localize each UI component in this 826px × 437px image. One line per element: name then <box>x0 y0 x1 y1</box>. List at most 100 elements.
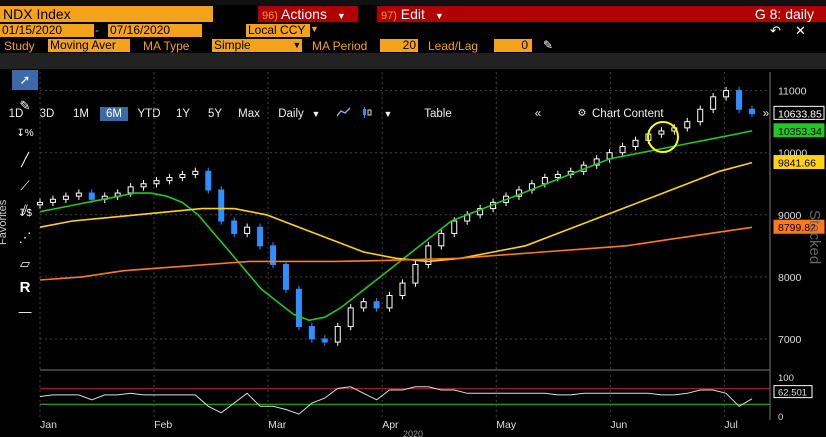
security-field[interactable]: NDX Index <box>0 6 213 22</box>
header-bar: NDX Index 96) Actions ▼ 97) Edit ▼ G 8: … <box>0 5 826 23</box>
table-button[interactable]: Table <box>424 108 452 120</box>
chart-title-bar: G 8: daily <box>457 6 826 22</box>
candle-body <box>632 139 639 148</box>
actions-button[interactable]: 96) Actions ▼ <box>258 6 358 22</box>
lead-lag-input[interactable]: 0 <box>494 39 532 52</box>
chart-marks <box>37 86 755 346</box>
chevron-down-icon[interactable]: ▼ <box>310 24 319 34</box>
pointer-icon[interactable]: ➚ <box>12 70 38 90</box>
candle-body <box>593 158 600 166</box>
range-3d[interactable]: 3D <box>39 108 55 120</box>
candle-body <box>295 288 302 328</box>
line-chart-icon[interactable] <box>335 107 353 121</box>
x-tick-label: May <box>496 419 517 431</box>
range-1d[interactable]: 1D <box>8 108 24 120</box>
date-separator: - <box>95 23 99 37</box>
pencil-icon[interactable]: ✎ <box>543 38 554 52</box>
candle-body <box>749 108 755 115</box>
candle-body <box>477 208 484 216</box>
pen-icon[interactable]: ✎ <box>19 98 31 113</box>
range-max[interactable]: Max <box>238 108 260 120</box>
undo-icon[interactable]: ↶ <box>770 23 781 38</box>
currency-value: Local CCY <box>248 23 306 37</box>
x-axis: Jan Feb Mar Apr May Jun Jul <box>40 419 738 431</box>
actions-label: Actions <box>281 6 327 22</box>
series-line-2 <box>39 161 753 263</box>
price-tag-value: 8799.82 <box>778 222 816 234</box>
candle-body <box>270 245 277 265</box>
edit-button[interactable]: 97) Edit ▼ <box>377 6 457 22</box>
candle-body <box>658 130 665 135</box>
ma-period-label: MA Period <box>312 39 368 53</box>
edit-label: Edit <box>400 6 425 22</box>
study-value: Moving Aver <box>50 38 116 52</box>
x-tick-label: Jul <box>724 419 737 431</box>
frequency-select[interactable]: Daily <box>278 108 304 120</box>
candle-body <box>166 177 173 182</box>
band-icon[interactable]: ▱ <box>20 256 30 271</box>
trendline-icon[interactable]: ╱ <box>21 152 29 167</box>
currency-select[interactable]: Local CCY <box>246 24 310 37</box>
highlight-circle <box>647 121 679 153</box>
candle-body <box>438 232 445 247</box>
candle-body <box>308 326 315 340</box>
ray-icon[interactable]: ⟋ <box>20 178 30 193</box>
candle-body <box>736 90 743 110</box>
candle-body <box>386 295 393 309</box>
candle-body <box>75 192 82 197</box>
edit-number: 97) <box>381 10 397 22</box>
range-5y[interactable]: 5Y <box>207 108 223 120</box>
lead-lag-value: 0 <box>521 38 528 52</box>
candle-body <box>218 189 225 222</box>
x-tick-label: Apr <box>382 419 399 431</box>
chart-grid <box>39 72 771 420</box>
candle-body <box>412 263 419 284</box>
end-date-field[interactable]: 07/16/2020 <box>108 24 202 37</box>
start-date: 01/15/2020 <box>2 23 63 37</box>
text-annotation-icon[interactable]: R <box>19 279 31 296</box>
fibonacci-icon[interactable]: ⋰ <box>18 230 32 245</box>
oscillator-line <box>39 386 753 415</box>
chart-toolbar: 1D 3D 1M 6M YTD 1Y 5Y Max Daily ▼ ▼ Tabl… <box>0 53 826 121</box>
range-1m[interactable]: 1M <box>73 108 89 120</box>
ma-period-input[interactable]: 20 <box>380 39 418 52</box>
chevron-down-icon[interactable]: ▼ <box>383 109 393 119</box>
chevron-down-icon[interactable]: ▼ <box>292 39 302 52</box>
price-change-icon[interactable]: ↧$ <box>18 208 32 219</box>
top-strip <box>0 0 826 5</box>
range-1y[interactable]: 1Y <box>175 108 191 120</box>
x-tick-label: Jan <box>40 419 57 431</box>
series-line-1 <box>39 130 753 322</box>
candle-body <box>684 121 691 129</box>
start-date-field[interactable]: 01/15/2020 <box>0 24 94 37</box>
candlestick-icon[interactable] <box>358 107 376 121</box>
candle-body <box>231 220 238 234</box>
candle-body <box>49 198 56 203</box>
range-ytd[interactable]: YTD <box>137 108 161 120</box>
expand-right-icon[interactable]: » <box>762 108 770 120</box>
percent-change-icon[interactable]: ↧% <box>16 128 34 139</box>
candle-body <box>334 326 341 343</box>
chevron-down-icon[interactable]: ▼ <box>311 109 321 119</box>
range-6m[interactable]: 6M <box>100 107 128 121</box>
ma-period-value: 20 <box>402 38 416 52</box>
x-tick-label: Jun <box>610 419 627 431</box>
candle-body <box>451 220 458 234</box>
chart-name: G 8: daily <box>754 6 814 22</box>
ma-type-select[interactable]: Simple <box>212 39 294 52</box>
study-select[interactable]: Moving Aver <box>48 39 130 52</box>
horizontal-line-icon[interactable]: — <box>18 304 32 319</box>
candle-body <box>321 338 328 343</box>
candle-body <box>140 183 147 188</box>
study-bar: Study Moving Aver MA Type Simple ▼ MA Pe… <box>0 38 826 53</box>
candle-body <box>192 170 199 175</box>
close-icon[interactable]: ✕ <box>795 23 806 38</box>
favorites-label: Favorites <box>0 199 9 245</box>
gear-icon[interactable]: ⚙ <box>577 108 587 119</box>
channel-icon[interactable]: ⫽ <box>22 202 28 217</box>
collapse-left-icon[interactable]: « <box>534 108 542 120</box>
candle-body <box>697 108 704 123</box>
candle-body <box>257 226 264 247</box>
